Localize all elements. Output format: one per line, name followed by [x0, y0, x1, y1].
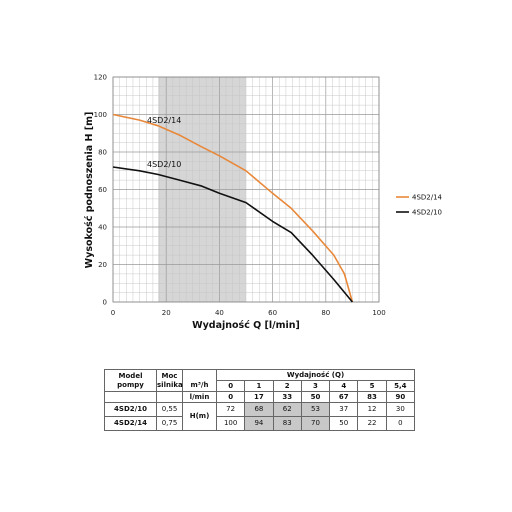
h-cell: 100 — [217, 417, 245, 431]
power-column-header: Moc silnika — [157, 370, 183, 392]
q-m3h-cell: 3 — [301, 381, 329, 392]
x-tick-label: 60 — [268, 309, 277, 317]
q-lmin-cell: 50 — [301, 392, 329, 403]
x-tick-label: 40 — [215, 309, 224, 317]
unit-m3h: m³/h — [183, 381, 217, 392]
h-cell: 72 — [217, 403, 245, 417]
y-tick-label: 80 — [98, 149, 107, 157]
unit-header-spacer — [183, 370, 217, 381]
y-axis-label: Wysokość podnoszenia H [m] — [84, 112, 95, 269]
flow-header: Wydajność (Q) — [217, 370, 415, 381]
x-tick-label: 0 — [111, 309, 115, 317]
unit-lmin: l/min — [183, 392, 217, 403]
performance-table: Model pompy Moc silnika Wydajność (Q) m³… — [104, 369, 415, 431]
empty-cell — [157, 392, 183, 403]
legend-label-4sd2-10: 4SD2/10 — [412, 209, 442, 217]
chart-legend: 4SD2/14 4SD2/10 — [396, 194, 443, 217]
q-m3h-cell: 5 — [358, 381, 386, 392]
h-cell: 0 — [386, 417, 414, 431]
x-tick-label: 20 — [162, 309, 171, 317]
q-m3h-cell: 5,4 — [386, 381, 414, 392]
h-cell: 30 — [386, 403, 414, 417]
x-tick-label: 100 — [372, 309, 385, 317]
h-cell: 22 — [358, 417, 386, 431]
q-lmin-cell: 67 — [330, 392, 358, 403]
x-axis-label: Wydajność Q [l/min] — [192, 320, 300, 331]
h-cell: 62 — [273, 403, 301, 417]
model-cell: 4SD2/10 — [105, 403, 157, 417]
h-cell: 12 — [358, 403, 386, 417]
h-cell: 53 — [301, 403, 329, 417]
q-lmin-cell: 0 — [217, 392, 245, 403]
y-tick-label: 20 — [98, 261, 107, 269]
empty-cell — [105, 392, 157, 403]
model-cell: 4SD2/14 — [105, 417, 157, 431]
chart-grid — [113, 77, 379, 302]
power-cell: 0,55 — [157, 403, 183, 417]
y-tick-label: 60 — [98, 186, 107, 194]
q-m3h-cell: 1 — [245, 381, 273, 392]
h-cell: 68 — [245, 403, 273, 417]
h-cell: 50 — [330, 417, 358, 431]
q-lmin-cell: 17 — [245, 392, 273, 403]
pump-curve-chart: 0 20 40 60 80 100 0 20 40 60 80 100 120 4SD2/14 4SD2… — [0, 0, 512, 360]
q-m3h-cell: 2 — [273, 381, 301, 392]
y-tick-label: 120 — [94, 74, 107, 82]
q-m3h-cell: 0 — [217, 381, 245, 392]
h-cell: 83 — [273, 417, 301, 431]
q-lmin-cell: 90 — [386, 392, 414, 403]
h-unit-cell: H(m) — [183, 403, 217, 431]
y-tick-label: 100 — [94, 111, 107, 119]
q-lmin-cell: 83 — [358, 392, 386, 403]
h-cell: 37 — [330, 403, 358, 417]
q-lmin-cell: 33 — [273, 392, 301, 403]
curve-label-4sd2-10: 4SD2/10 — [147, 160, 181, 169]
table-row: 4SD2/10 0,55 H(m) 72 68 62 53 37 12 30 — [105, 403, 415, 417]
legend-label-4sd2-14: 4SD2/14 — [412, 194, 443, 202]
x-tick-label: 80 — [321, 309, 330, 317]
y-tick-label: 0 — [103, 299, 107, 307]
model-column-header: Model pompy — [105, 370, 157, 392]
power-cell: 0,75 — [157, 417, 183, 431]
h-cell: 70 — [301, 417, 329, 431]
table-row: 4SD2/14 0,75 100 94 83 70 50 22 0 — [105, 417, 415, 431]
curve-label-4sd2-14: 4SD2/14 — [147, 116, 181, 125]
y-tick-label: 40 — [98, 224, 107, 232]
q-m3h-cell: 4 — [330, 381, 358, 392]
h-cell: 94 — [245, 417, 273, 431]
